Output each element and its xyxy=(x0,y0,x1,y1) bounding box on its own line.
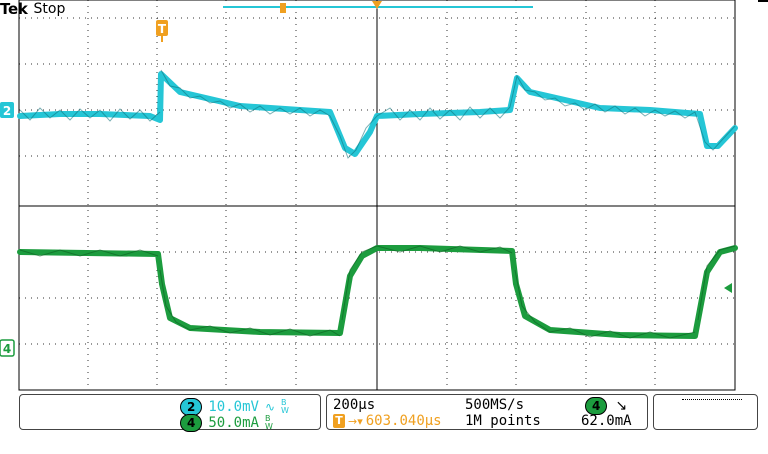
svg-text:2: 2 xyxy=(3,104,11,118)
ch4-trigger-level-arrow xyxy=(724,283,732,293)
oscilloscope-header: Tek Stop xyxy=(0,0,65,18)
acquisition-status: Stop xyxy=(33,1,66,17)
trigger-position-arrow-text: →▾ xyxy=(348,414,363,428)
trigger-position-arrow xyxy=(372,1,382,9)
grid-vertical-lines xyxy=(87,0,656,390)
trigger-source-badge[interactable]: 4 xyxy=(585,397,608,415)
brand-logo-text: Tek xyxy=(0,0,28,18)
empty-panel-divider xyxy=(682,399,742,401)
record-length: 1M points xyxy=(465,413,541,429)
ch4-bandwidth-limit-icon: B W xyxy=(264,414,273,431)
ch4-level-marker[interactable]: 4 xyxy=(0,339,15,357)
trigger-position-icon: T xyxy=(333,414,345,428)
top-right-indicator xyxy=(758,0,768,2)
cursor-marker xyxy=(280,3,286,13)
svg-text:T: T xyxy=(158,22,167,36)
trigger-level: 62.0mA xyxy=(581,413,632,429)
ch2-waveform xyxy=(17,71,738,157)
ch2-vertical-scale: 10.0mV xyxy=(208,399,259,415)
ch2-bandwidth-limit-icon: B W xyxy=(281,398,289,415)
ch2-level-marker[interactable]: 2 xyxy=(0,102,14,118)
timebase-value: 200µs xyxy=(333,397,376,413)
sample-rate: 500MS/s xyxy=(465,397,525,413)
ch2-waveform-noise xyxy=(19,69,736,159)
timebase-trigger-panel[interactable]: 200µs 500MS/s T →▾ 603.040µs 1M points 4… xyxy=(326,394,648,430)
ch4-badge[interactable]: 4 xyxy=(180,414,203,432)
channel-settings-panel[interactable]: 2 10.0mV ∿ B W 4 50.0mA B W xyxy=(19,394,321,432)
ch4-waveform-noise xyxy=(19,245,736,339)
trigger-label: T xyxy=(156,20,168,42)
extra-info-panel[interactable] xyxy=(653,394,758,430)
svg-text:4: 4 xyxy=(3,342,11,356)
ch2-coupling-icon: ∿ xyxy=(264,400,275,414)
ch4-waveform xyxy=(17,245,738,339)
trigger-slope-icon: ↘ xyxy=(615,398,628,414)
trigger-position-value: 603.040µs xyxy=(365,413,442,429)
ch4-vertical-scale: 50.0mA xyxy=(208,415,259,431)
